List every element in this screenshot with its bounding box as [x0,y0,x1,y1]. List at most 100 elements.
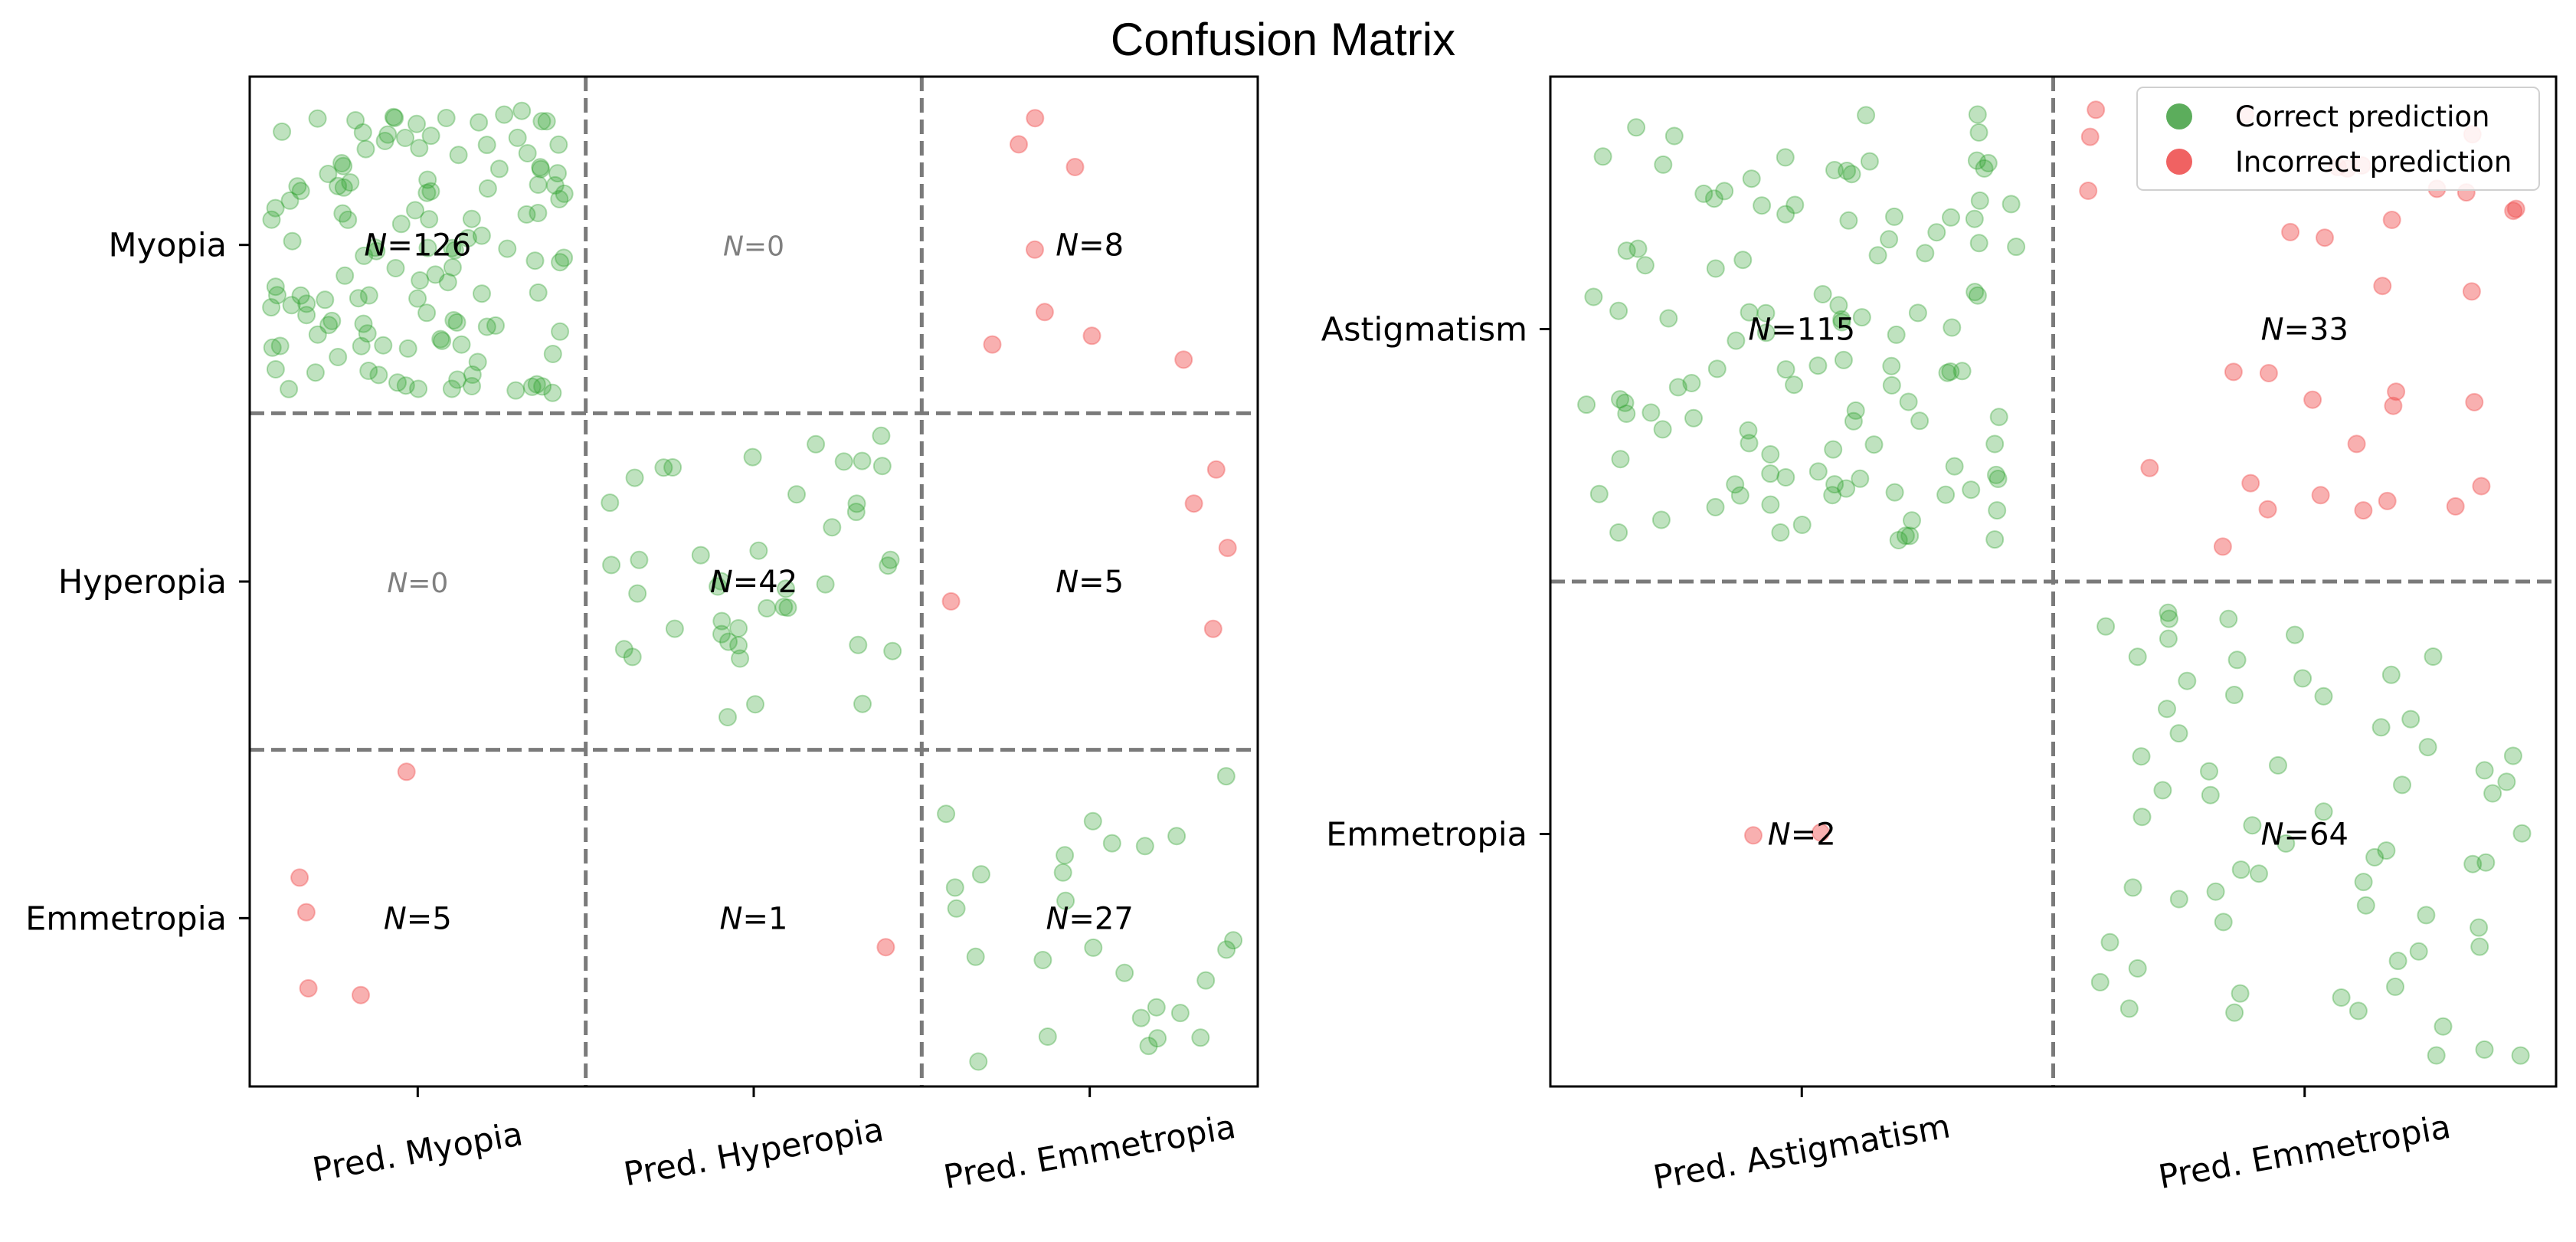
point-correct [463,365,482,384]
point-correct [433,331,452,350]
point-correct [1740,434,1759,453]
point-correct [1148,1029,1167,1048]
point-correct [1910,411,1930,431]
point-correct [1147,998,1166,1017]
x-tick-label-pred-myopia: Pred. Myopia [309,1115,525,1189]
point-correct [2201,785,2220,805]
point-correct [506,381,525,400]
point-correct [2349,1001,2368,1021]
point-correct [1899,392,1918,411]
point-correct [2293,669,2313,688]
count-label-symbol: N [710,565,733,600]
y-tick-label-emmetropia: Emmetropia [25,900,227,938]
point-correct [2178,671,2197,690]
point-correct [308,109,327,128]
point-correct [522,377,542,396]
point-correct [1785,375,1804,395]
point-correct [1838,162,1857,180]
point-correct [1943,318,1962,337]
point-correct [1659,309,1678,328]
point-correct [517,205,536,224]
point-correct [2332,988,2351,1007]
point-correct [349,289,368,308]
point-incorrect [2387,382,2406,401]
point-correct [282,296,301,315]
point-incorrect [2303,390,2322,409]
point-correct [1966,283,1985,302]
point-correct [443,258,462,277]
point-correct [614,640,633,659]
count-label-value: =5 [407,901,452,936]
point-correct [266,360,285,378]
point-correct [774,598,794,617]
point-correct [731,649,750,668]
point-correct [1952,362,1972,381]
point-correct [297,306,316,325]
point-correct [2511,1046,2530,1065]
point-correct [447,313,466,332]
point-correct [2169,890,2188,909]
point-correct [1887,325,1906,344]
axis-ticks [1540,328,2306,1097]
point-correct [443,238,462,257]
point-correct [1825,475,1844,494]
point-correct [1611,390,1629,409]
count-label-value: =126 [387,228,471,264]
count-label-value: =8 [1079,228,1124,264]
point-correct [1969,123,1988,142]
point-correct [2512,824,2532,843]
point-correct [1851,469,1870,488]
point-incorrect [1026,240,1044,259]
point-correct [743,447,762,467]
point-correct [969,1052,988,1071]
point-correct [498,239,517,258]
point-correct [532,112,552,131]
point-correct [1776,148,1795,167]
point-correct [468,352,487,372]
point-correct [346,111,365,129]
point-correct [478,179,497,198]
point-correct [1832,310,1851,329]
point-incorrect [296,903,316,922]
count-label-value: =0 [744,231,784,263]
point-correct [533,377,552,396]
point-correct [529,204,548,222]
point-correct [1846,401,1865,420]
point-correct [1837,479,1856,498]
count-label-emmetropia-pred-astigmatism: N=2 [1768,818,1836,853]
point-correct [470,113,489,132]
point-correct [306,363,325,382]
point-correct [2388,952,2407,971]
point-correct [410,139,429,158]
point-correct [291,182,310,201]
point-correct [1628,239,1648,258]
point-correct [1609,523,1628,542]
point-correct [420,210,439,229]
point-incorrect [2224,362,2243,382]
point-correct [1941,362,1960,381]
point-correct [2158,700,2176,719]
point-correct [1651,510,1671,529]
point-correct [729,619,748,637]
point-correct [291,286,310,305]
point-correct [1742,169,1761,188]
point-correct [1682,374,1701,392]
count-label-value: =33 [2284,313,2349,348]
point-correct [628,584,647,603]
point-correct [883,641,902,660]
point-incorrect [2462,282,2481,301]
point-correct [1730,486,1750,505]
point-correct [1589,484,1609,503]
point-correct [525,251,545,270]
point-correct [947,899,966,918]
point-correct [1664,126,1684,146]
point-correct [778,598,797,618]
point-correct [339,210,358,229]
point-correct [1965,209,1984,228]
point-correct [1832,313,1851,332]
point-correct [1916,244,1935,263]
point-correct [385,108,404,127]
point-correct [2401,709,2421,729]
